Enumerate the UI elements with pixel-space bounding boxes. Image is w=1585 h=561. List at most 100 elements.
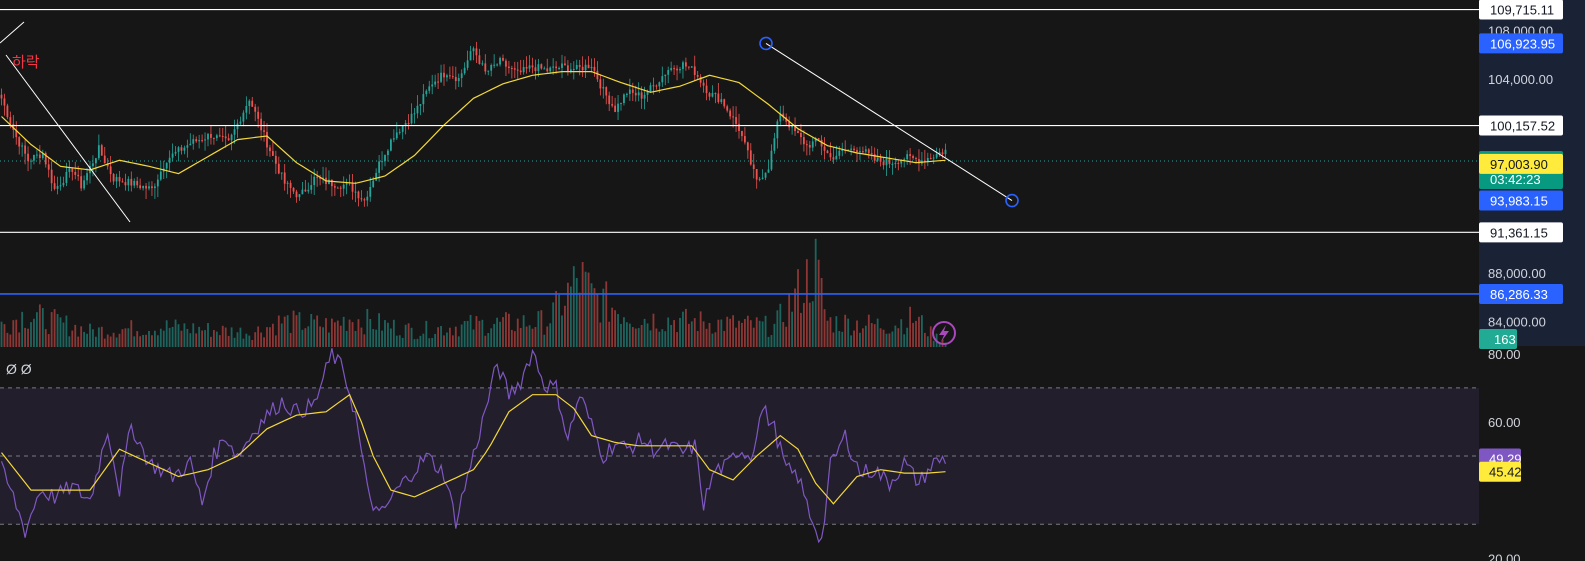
- candle-body: [292, 187, 295, 192]
- volume-bar: [236, 332, 239, 347]
- candle-body: [894, 162, 897, 164]
- volume-bar: [496, 317, 498, 347]
- candle-body: [679, 69, 681, 71]
- volume-bar: [419, 335, 422, 347]
- candle-body: [885, 158, 888, 166]
- volume-bar: [661, 329, 664, 347]
- candle-body: [811, 141, 814, 148]
- candle-body: [18, 137, 21, 147]
- volume-bar: [97, 327, 100, 347]
- volume-bar: [723, 330, 726, 347]
- candle-body: [319, 177, 321, 179]
- candle-body: [814, 138, 817, 142]
- candle-body: [434, 81, 437, 85]
- volume-bar: [12, 320, 15, 347]
- volume-bar: [65, 315, 68, 347]
- candle-body: [932, 157, 935, 159]
- candle-body: [130, 178, 133, 186]
- volume-bar: [360, 327, 363, 347]
- candle-body: [68, 168, 71, 172]
- candle-body: [499, 57, 501, 65]
- volume-bar: [460, 324, 463, 347]
- candle-body: [918, 159, 920, 164]
- price-tag-label: 93,983.15: [1490, 194, 1548, 209]
- volume-bar: [33, 318, 35, 347]
- candle-body: [903, 159, 906, 161]
- volume-bar: [926, 336, 929, 347]
- candle-body: [519, 70, 522, 73]
- candle-body: [168, 157, 171, 163]
- candle-body: [401, 125, 404, 132]
- volume-bar: [596, 294, 599, 347]
- volume-bar: [24, 327, 26, 347]
- candle-body: [558, 67, 560, 69]
- candle-body: [531, 65, 534, 68]
- candle-body: [53, 183, 56, 189]
- candle-body: [596, 70, 599, 80]
- volume-bar: [873, 324, 876, 347]
- candle-body: [24, 145, 26, 154]
- candle-body: [195, 139, 198, 142]
- volume-bar: [272, 323, 274, 347]
- candle-body: [776, 121, 779, 139]
- candle-body: [608, 95, 611, 105]
- volume-bar: [478, 320, 481, 347]
- rsi-pane: [0, 348, 1479, 544]
- candle-body: [9, 117, 12, 124]
- candle-body: [257, 111, 260, 119]
- price-tag-label: 100,157.52: [1490, 119, 1555, 134]
- volume-bar: [620, 323, 622, 347]
- candle-body: [788, 121, 791, 128]
- volume-bar: [257, 326, 260, 347]
- candle-body: [363, 199, 366, 201]
- volume-bar: [696, 331, 699, 347]
- volume-bar: [487, 332, 490, 347]
- volume-bar: [508, 313, 510, 347]
- candle-body: [841, 149, 844, 151]
- volume-bar: [195, 333, 198, 347]
- volume-bar: [375, 329, 378, 347]
- candle-body: [805, 144, 808, 146]
- candle-body: [820, 139, 823, 147]
- candle-body: [502, 57, 504, 61]
- volume-bar: [115, 337, 118, 347]
- candle-body: [850, 148, 852, 150]
- candle-body: [867, 149, 870, 154]
- volume-bar: [387, 322, 389, 347]
- candle-body: [567, 65, 569, 72]
- candle-body: [460, 73, 463, 79]
- candle-body: [508, 66, 510, 69]
- drawing-lines-layer[interactable]: [0, 8, 1479, 295]
- candle-body: [670, 68, 673, 71]
- candle-body: [59, 185, 62, 187]
- candle-body: [251, 100, 254, 107]
- volume-bar: [390, 328, 392, 347]
- candle-body: [124, 182, 127, 186]
- volume-bar: [428, 338, 431, 347]
- volume-bar: [543, 334, 546, 347]
- candle-body: [546, 68, 549, 72]
- volume-bar: [617, 314, 619, 347]
- volume-bar: [882, 329, 885, 347]
- lightning-icon[interactable]: [932, 321, 956, 345]
- volume-bar: [313, 319, 316, 347]
- volume-bar: [354, 330, 357, 347]
- volume-bar: [800, 312, 802, 347]
- volume-bar: [156, 335, 159, 347]
- candle-body: [280, 172, 283, 174]
- volume-bar: [316, 315, 319, 347]
- volume-bar: [540, 310, 543, 347]
- volume-bar: [702, 321, 705, 347]
- candle-body: [440, 72, 442, 82]
- volume-bar: [348, 319, 351, 347]
- candle-body: [891, 163, 894, 165]
- volume-bar: [667, 317, 670, 347]
- volume-bar: [53, 309, 56, 347]
- volume-bar: [932, 340, 935, 347]
- volume-bar: [546, 326, 549, 347]
- volume-bar: [587, 272, 590, 347]
- volume-bar: [499, 321, 501, 347]
- volume-bar: [171, 326, 174, 347]
- volume-bar: [921, 315, 923, 347]
